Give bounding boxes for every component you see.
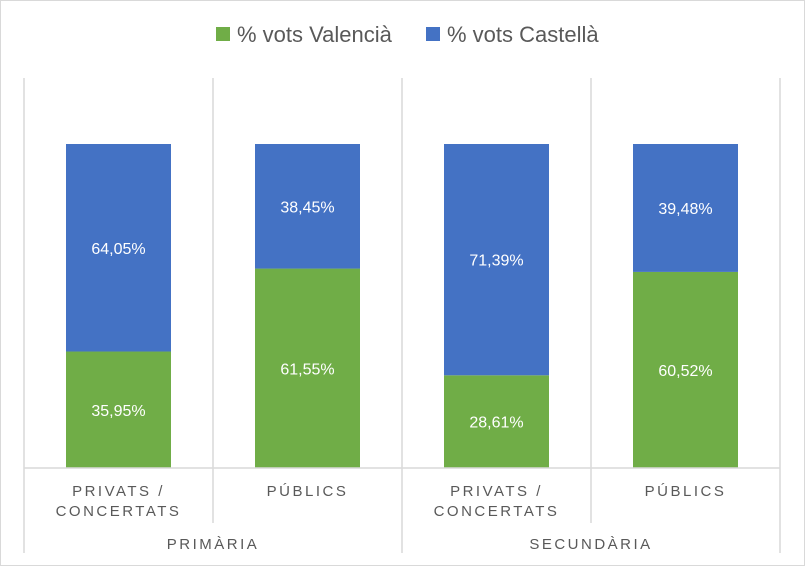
legend-label: % vots Valencià (237, 22, 393, 47)
category-label-line: PÚBLICS (645, 483, 727, 500)
bar-segment (633, 144, 738, 272)
legend-swatch (426, 27, 440, 41)
legend-item: % vots Castellà (426, 22, 599, 47)
data-label: 28,61% (469, 415, 523, 432)
bar-segment (66, 144, 171, 352)
bar-segment (444, 144, 549, 376)
category-label-line: PÚBLICS (267, 483, 349, 500)
data-label: 71,39% (469, 253, 523, 270)
data-label: 38,45% (280, 199, 334, 216)
category-label-line: CONCERTATS (56, 503, 182, 520)
group-labels: PRIMÀRIA SECUNDÀRIA (167, 536, 652, 553)
data-label: 35,95% (91, 403, 145, 420)
legend-item: % vots Valencià (216, 22, 393, 47)
category-label-line: CONCERTATS (434, 503, 560, 520)
bar-segment (255, 268, 360, 468)
bar-segment (255, 144, 360, 269)
group-label: SECUNDÀRIA (529, 536, 652, 553)
data-label: 61,55% (280, 361, 334, 378)
bars: 35,95% 64,05% 61,55% 38,45% 28,61% 71,39% 60,5… (66, 144, 738, 468)
category-label: PÚBLICS (645, 483, 727, 500)
category-label-line: PRIVATS / (450, 483, 543, 500)
category-label: PRIVATS / CONCERTATS (434, 483, 560, 520)
category-label-line: PRIVATS / (72, 483, 165, 500)
category-labels: PRIVATS / CONCERTATS PÚBLICS PRIVATS / CONCE… (56, 483, 727, 520)
legend-swatch (216, 27, 230, 41)
bar-segment (444, 375, 549, 468)
legend: % vots Valencià % vots Castellà (216, 22, 599, 47)
category-separators (23, 78, 781, 553)
category-label: PRIVATS / CONCERTATS (56, 483, 182, 520)
data-label: 64,05% (91, 241, 145, 258)
data-label: 39,48% (658, 201, 712, 218)
bar-segment (633, 271, 738, 468)
legend-label: % vots Castellà (447, 22, 599, 47)
bar-segment (66, 351, 171, 468)
category-label: PÚBLICS (267, 483, 349, 500)
data-label: 60,52% (658, 363, 712, 380)
group-label: PRIMÀRIA (167, 536, 260, 553)
